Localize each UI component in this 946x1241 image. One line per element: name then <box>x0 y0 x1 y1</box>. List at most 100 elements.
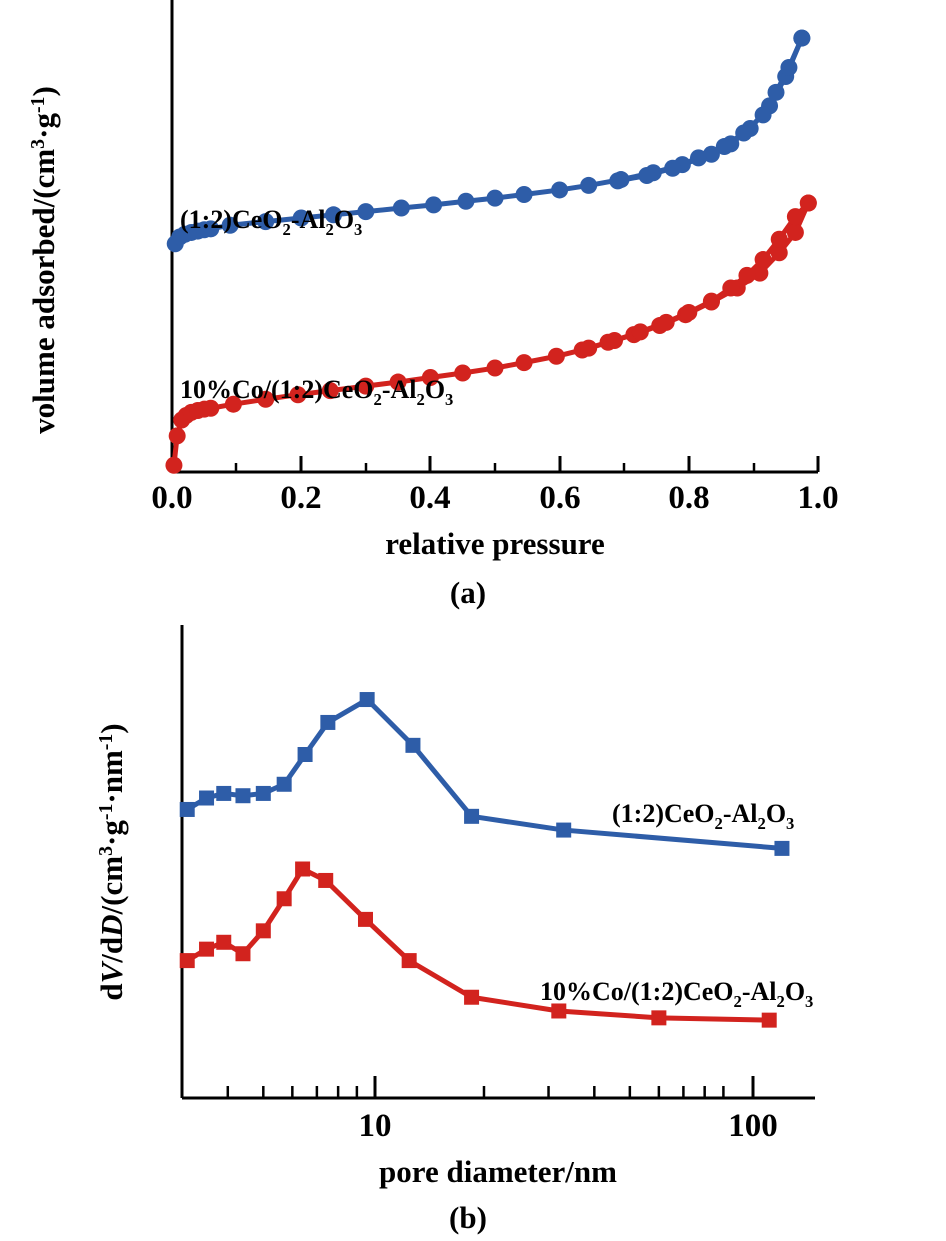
panel-b-data-point <box>216 785 232 801</box>
panel-a-series-line-2 <box>171 200 811 468</box>
panel-b-y-axis-title: dV/dD/(cm3·g-1·nm-1) <box>94 723 129 1000</box>
panel-b-x-axis-title: pore diameter/nm <box>379 1154 617 1189</box>
panel-a-data-point <box>738 266 756 284</box>
panel-a-series-label-red: 10%Co/(1:2)CeO2-Al2O3 <box>180 375 453 409</box>
panel-b-data-point <box>199 790 215 806</box>
panel-b-data-point <box>199 941 215 957</box>
panel-b-data-point <box>295 861 311 877</box>
panel-a-data-point <box>754 251 772 269</box>
panel-a-data-point <box>515 185 533 203</box>
panel-a-data-point <box>357 377 375 395</box>
panel-a-minor-ticks <box>234 463 756 472</box>
ylabel-a-sup2: -1 <box>27 97 49 114</box>
panel-a-data-point <box>289 386 307 404</box>
panel-b-series-label-red: 10%Co/(1:2)CeO2-Al2O3 <box>540 977 813 1011</box>
panel-b: dV/dD/(cm3·g-1·nm-1) 10 100 pore diamete… <box>94 625 815 1235</box>
panel-a-data-point <box>580 176 598 194</box>
panel-a-data-point <box>257 390 275 408</box>
panel-b-data-point <box>405 737 421 753</box>
panel-b-data-point <box>761 1012 777 1028</box>
panel-a-data-point <box>680 303 698 321</box>
ylabel-a-main: volume adsorbed/(cm <box>26 149 61 434</box>
panel-a-data-point <box>722 279 740 297</box>
panel-a-data-point <box>702 145 720 163</box>
panel-a-series-line-3 <box>586 200 811 351</box>
panel-b-data-point <box>216 934 232 950</box>
svg-text:dV/dD/(cm3·g-1·nm-1): dV/dD/(cm3·g-1·nm-1) <box>94 723 129 1000</box>
panel-a-data-point <box>786 208 804 226</box>
panel-b-data-point <box>357 911 373 927</box>
panel-a-data-point <box>257 213 275 231</box>
panel-a-data-point <box>325 206 342 224</box>
panel-b-data-point <box>235 946 251 962</box>
panel-a-data-point <box>770 230 788 248</box>
panel-b-data-point <box>464 989 480 1005</box>
panel-a-data-point <box>702 292 720 310</box>
panel-b-data-point <box>464 808 480 824</box>
panel-a-data-point <box>421 369 439 387</box>
panel-b-data-point <box>774 840 790 856</box>
panel-a-xtick-2: 0.4 <box>409 480 450 516</box>
panel-b-x-tick-labels: 10 100 <box>359 1108 778 1144</box>
panel-a-plot-area <box>165 29 817 474</box>
panel-a-data-point <box>689 149 707 167</box>
panel-b-data-point <box>235 788 251 804</box>
panel-b-data-point <box>179 801 195 817</box>
panel-b-data-point <box>255 785 271 801</box>
panel-b-major-ticks <box>373 1076 755 1098</box>
panel-a-data-point <box>202 220 220 238</box>
panel-a-data-point <box>486 359 504 377</box>
panel-a-data-point <box>392 199 410 217</box>
panel-a-data-point <box>202 399 220 417</box>
panel-a-x-tick-labels: 0.0 0.2 0.4 0.6 0.8 1.0 <box>151 480 838 516</box>
panel-a-data-point <box>631 323 649 341</box>
panel-b-xtick-10: 10 <box>359 1108 392 1144</box>
panel-a-data-point <box>770 244 788 262</box>
panel-a-series-label-blue: (1:2)CeO2-Al2O3 <box>180 205 362 239</box>
ylabel-a-mid: ·g <box>26 113 61 139</box>
panel-a-data-point <box>793 29 811 47</box>
panel-b-data-point <box>179 953 195 969</box>
panel-b-minor-ticks <box>180 1086 725 1098</box>
panel-a-data-point <box>457 192 475 210</box>
panel-a-data-point <box>547 347 565 365</box>
panel-a-x-axis-title: relative pressure <box>385 526 605 561</box>
panel-a-data-point <box>657 313 675 331</box>
panel-a-data-point <box>224 395 242 413</box>
panel-a-data-point <box>767 83 785 101</box>
panel-a-data-point <box>292 209 310 227</box>
panel-b-data-point <box>401 953 417 969</box>
panel-a-data-point <box>638 166 656 184</box>
panel-a-data-point <box>454 364 472 382</box>
svg-text:volume adsorbed/(cm3·g-1): volume adsorbed/(cm3·g-1) <box>26 86 61 434</box>
panel-a-data-point <box>609 172 627 190</box>
panel-b-data-point <box>551 1003 567 1019</box>
panel-b-data-point <box>255 923 271 939</box>
panel-a: volume adsorbed/(cm3·g-1) <box>26 0 839 610</box>
panel-a-xtick-3: 0.6 <box>539 480 580 516</box>
panel-b-data-point <box>651 1010 667 1026</box>
panel-a-data-point <box>321 382 339 400</box>
panel-b-data-point <box>320 714 336 730</box>
panel-a-data-point <box>735 124 753 142</box>
panel-a-data-point <box>786 223 804 241</box>
panel-a-data-point <box>664 159 682 177</box>
panel-b-data-point <box>556 822 572 838</box>
panel-a-data-point <box>780 58 798 76</box>
panel-a-data-point <box>425 196 443 214</box>
panel-b-data-point <box>318 872 334 888</box>
panel-a-xtick-4: 0.8 <box>668 480 709 516</box>
panel-a-data-point <box>754 106 772 124</box>
panel-a-xtick-5: 1.0 <box>797 480 838 516</box>
panel-b-data-point <box>297 747 313 762</box>
panel-b-data-point <box>359 692 375 708</box>
panel-a-data-point <box>357 203 375 221</box>
panel-a-data-point <box>799 194 817 212</box>
panel-a-caption: (a) <box>450 575 486 610</box>
panel-b-plot-area <box>179 692 790 1028</box>
panel-b-series-label-blue: (1:2)CeO2-Al2O3 <box>612 799 794 833</box>
panel-a-data-point <box>580 339 598 357</box>
panel-a-xtick-0: 0.0 <box>151 480 192 516</box>
